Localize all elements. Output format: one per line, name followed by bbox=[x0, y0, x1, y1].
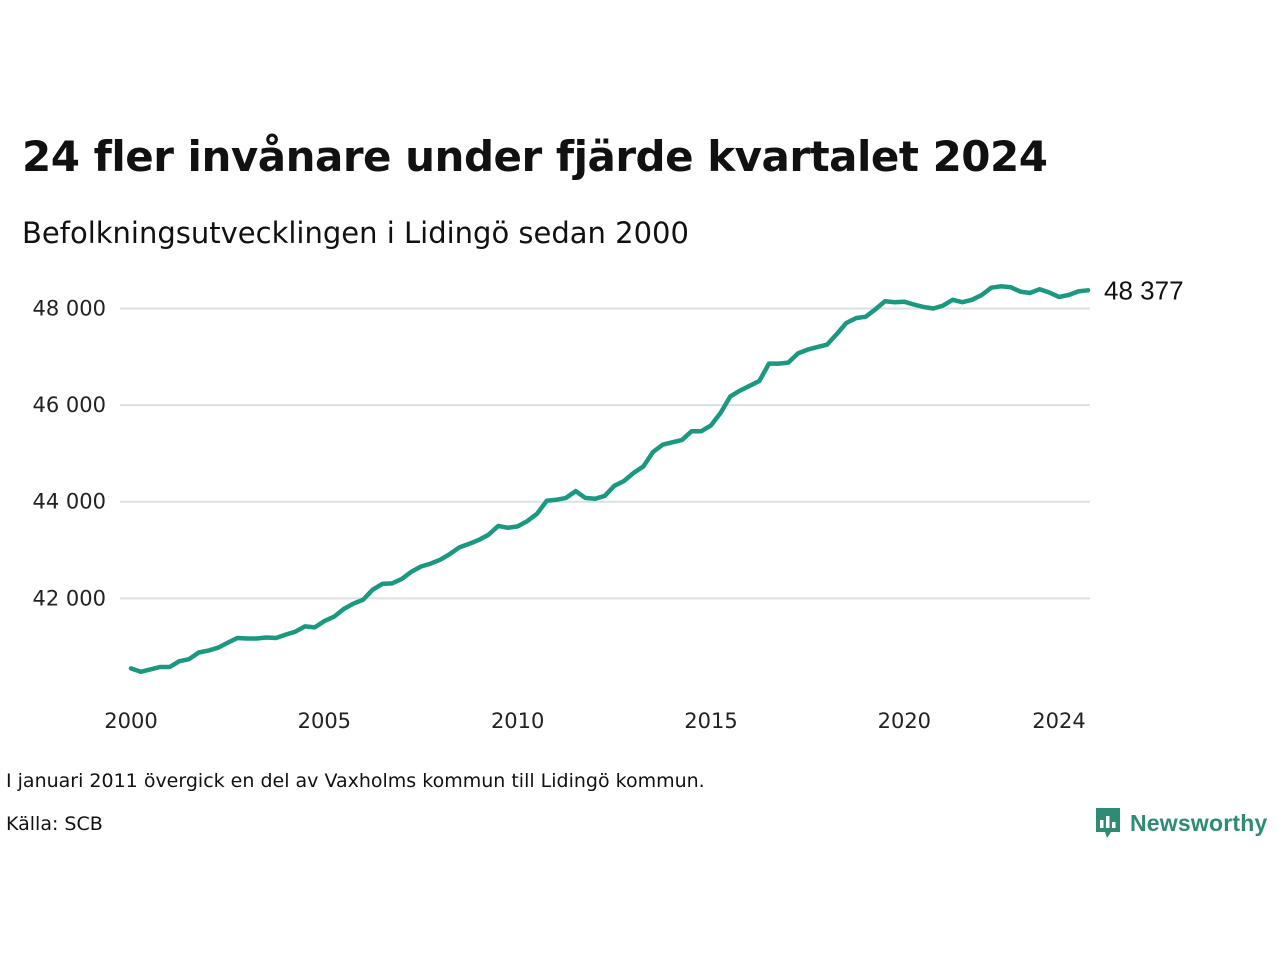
y-tick-label: 48 000 bbox=[33, 296, 106, 320]
y-tick-label: 44 000 bbox=[33, 490, 106, 514]
x-tick-label: 2024 bbox=[1032, 709, 1085, 733]
brand-name: Newsworthy bbox=[1130, 809, 1268, 836]
x-axis-labels: 2000 2005 2010 2015 2020 2024 bbox=[104, 709, 1085, 733]
x-tick-label: 2010 bbox=[491, 709, 544, 733]
series-line bbox=[128, 284, 1091, 675]
x-tick-label: 2005 bbox=[298, 709, 351, 733]
x-tick-label: 2000 bbox=[104, 709, 157, 733]
y-tick-label: 42 000 bbox=[33, 586, 106, 610]
chart-subtitle: Befolkningsutvecklingen i Lidingö sedan … bbox=[22, 216, 689, 250]
brand-logo: Newsworthy bbox=[1094, 806, 1267, 840]
footnote: I januari 2011 övergick en del av Vaxhol… bbox=[6, 770, 705, 792]
source-text: Källa: SCB bbox=[6, 813, 103, 835]
y-tick-label: 46 000 bbox=[33, 393, 106, 417]
end-value-label: 48 377 bbox=[1104, 275, 1184, 305]
chart-title: 24 fler invånare under fjärde kvartalet … bbox=[22, 132, 1048, 181]
x-tick-label: 2015 bbox=[684, 709, 737, 733]
series-layer bbox=[128, 284, 1091, 675]
bar-chart-speech-icon bbox=[1096, 808, 1120, 838]
y-axis-labels: 42 000 44 000 46 000 48 000 bbox=[33, 296, 106, 610]
x-tick-label: 2020 bbox=[878, 709, 931, 733]
gridlines bbox=[120, 307, 1090, 600]
